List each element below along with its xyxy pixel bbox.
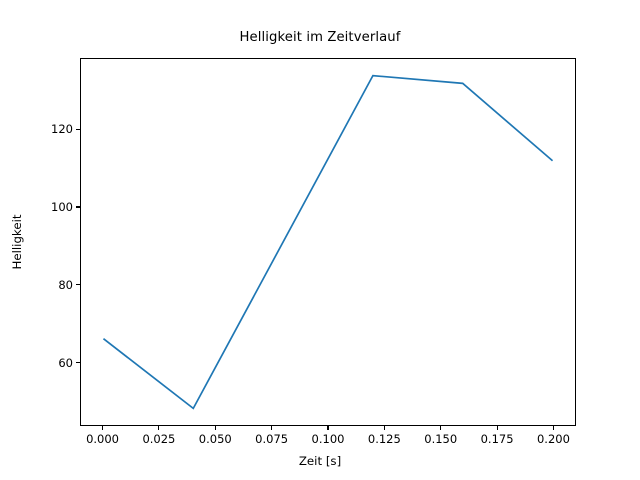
y-tick-label: 100: [51, 199, 73, 214]
data-line-helligkeit: [102, 74, 554, 410]
y-tick-mark: [76, 128, 80, 130]
x-tick-mark: [440, 426, 442, 430]
x-tick-label: 0.150: [424, 432, 458, 446]
y-axis-label: Helligkeit: [10, 214, 24, 270]
x-tick-mark: [383, 426, 385, 430]
x-tick-label: 0.025: [142, 432, 176, 446]
x-tick-mark: [271, 426, 273, 430]
x-axis-label: Zeit [s]: [298, 454, 342, 468]
x-tick-mark: [158, 426, 160, 430]
plot-area: [80, 58, 576, 426]
x-tick-label: 0.200: [536, 432, 570, 446]
chart-title: Helligkeit im Zeitverlauf: [239, 30, 401, 45]
x-tick-mark: [552, 426, 554, 430]
y-tick-label: 120: [51, 122, 73, 137]
x-tick-label: 0.075: [255, 432, 289, 446]
x-tick-label: 0.175: [480, 432, 514, 446]
x-tick-mark: [214, 426, 216, 430]
x-tick-mark: [101, 426, 104, 430]
x-tick-label: 0.050: [198, 432, 232, 446]
x-tick-mark: [496, 426, 498, 430]
line-series-canvas: [102, 74, 554, 410]
y-tick-label: 80: [58, 277, 73, 292]
x-tick-label: 0.100: [311, 432, 345, 446]
y-tick-mark: [76, 206, 80, 208]
y-tick-label: 60: [58, 355, 73, 370]
y-tick-mark: [76, 362, 80, 364]
y-tick-mark: [76, 284, 80, 286]
x-tick-mark: [327, 426, 329, 430]
x-tick-label: 0.125: [367, 432, 401, 446]
x-tick-label: 0.000: [86, 432, 119, 446]
